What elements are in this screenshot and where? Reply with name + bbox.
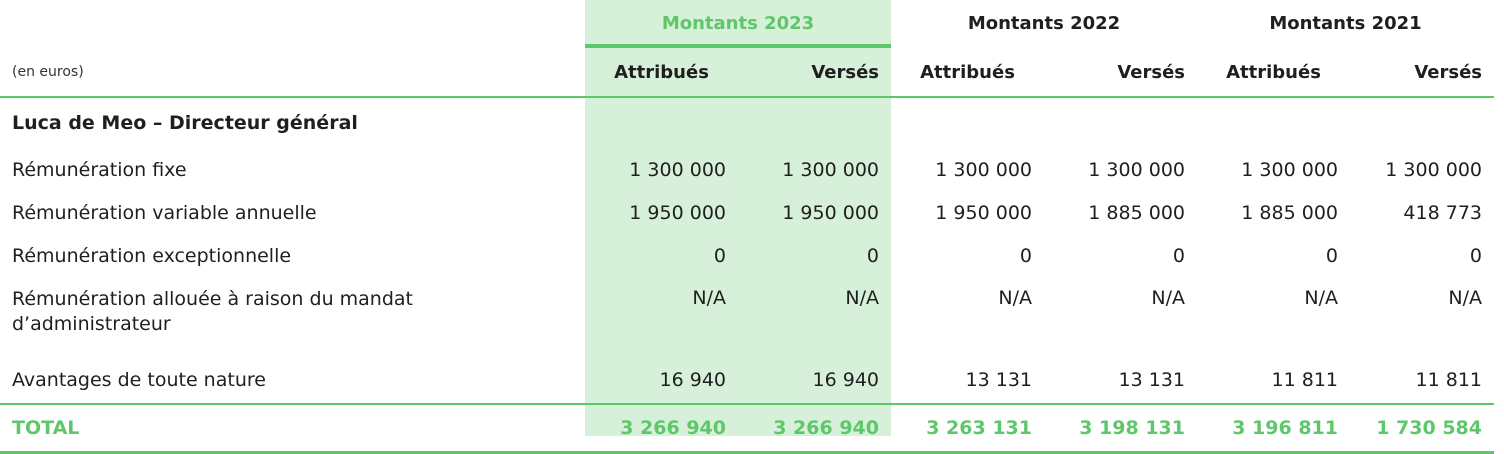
cell-value: 13 131 bbox=[891, 357, 1044, 405]
section-title: Luca de Meo – Directeur général bbox=[12, 112, 358, 134]
col-header-verses-2023: Versés bbox=[738, 48, 891, 98]
col-header-attribues-2022: Attribués bbox=[891, 48, 1044, 98]
total-value: 3 198 131 bbox=[1044, 404, 1197, 454]
empty-header-cell bbox=[0, 0, 585, 48]
col-header-attribues-2021: Attribués bbox=[1197, 48, 1350, 98]
cell-value: 0 bbox=[1325, 244, 1338, 267]
total-value: 3 263 131 bbox=[891, 404, 1044, 454]
row-label: Rémunération exceptionnelle bbox=[12, 244, 292, 267]
year-header-2023: Montants 2023 bbox=[661, 12, 815, 34]
cell-value: 1 950 000 bbox=[935, 201, 1032, 224]
year-header-2022: Montants 2022 bbox=[967, 12, 1121, 34]
cell-value: 0 bbox=[1019, 244, 1032, 267]
cell-value: 1 300 000 bbox=[1241, 158, 1338, 181]
table-row: Rémunération allouée à raison du mandat d… bbox=[0, 277, 1494, 357]
cell-value: 11 811 bbox=[1197, 357, 1350, 405]
row-label: Rémunération variable annuelle bbox=[12, 201, 317, 224]
row-label: Avantages de toute nature bbox=[0, 357, 585, 405]
cell-value: 16 940 bbox=[585, 357, 738, 405]
cell-value: 13 131 bbox=[1044, 357, 1197, 405]
highlight-bar-2023 bbox=[585, 44, 891, 48]
table-row: Rémunération fixe 1 300 000 1 300 000 1 … bbox=[0, 148, 1494, 191]
row-label: Rémunération fixe bbox=[12, 158, 187, 181]
cell-value: N/A bbox=[998, 287, 1032, 309]
cell-value: N/A bbox=[1448, 287, 1482, 309]
sub-header-row: (en euros) Attribués Versés Attribués Ve… bbox=[0, 48, 1494, 98]
total-value: 1 730 584 bbox=[1350, 404, 1494, 454]
section-row: Luca de Meo – Directeur général bbox=[0, 97, 1494, 148]
cell-value: N/A bbox=[1151, 287, 1185, 309]
total-value: 3 196 811 bbox=[1197, 404, 1350, 454]
cell-value: 1 950 000 bbox=[782, 201, 879, 224]
total-row: TOTAL 3 266 940 3 266 940 3 263 131 3 19… bbox=[0, 404, 1494, 454]
col-header-verses-2021: Versés bbox=[1350, 48, 1494, 98]
cell-value: N/A bbox=[845, 287, 879, 309]
cell-value: 0 bbox=[713, 244, 726, 267]
cell-value: 1 300 000 bbox=[1385, 158, 1482, 181]
row-label: Rémunération allouée à raison du mandat d… bbox=[0, 277, 585, 357]
cell-value: 1 300 000 bbox=[935, 158, 1032, 181]
cell-value: 0 bbox=[1172, 244, 1185, 267]
year-header-2021: Montants 2021 bbox=[1269, 12, 1422, 34]
table-row: Rémunération variable annuelle 1 950 000… bbox=[0, 191, 1494, 234]
cell-value: 16 940 bbox=[738, 357, 891, 405]
col-header-verses-2022: Versés bbox=[1044, 48, 1197, 98]
cell-value: 1 950 000 bbox=[629, 201, 726, 224]
cell-value: 0 bbox=[1469, 244, 1482, 267]
row-label-line2: d’administrateur bbox=[12, 313, 171, 335]
cell-value: 11 811 bbox=[1350, 357, 1494, 405]
total-value: 3 266 940 bbox=[738, 404, 891, 454]
total-value: 3 266 940 bbox=[585, 404, 738, 454]
table-row: Avantages de toute nature 16 940 16 940 … bbox=[0, 357, 1494, 405]
table-row: Rémunération exceptionnelle 0 0 0 0 0 0 bbox=[0, 234, 1494, 277]
total-label: TOTAL bbox=[0, 404, 585, 454]
year-header-row: Montants 2023 Montants 2022 Montants 202… bbox=[0, 0, 1494, 48]
cell-value: 1 300 000 bbox=[629, 158, 726, 181]
cell-value: 418 773 bbox=[1403, 201, 1482, 224]
cell-value: 1 300 000 bbox=[782, 158, 879, 181]
unit-label: (en euros) bbox=[0, 48, 585, 98]
cell-value: 1 885 000 bbox=[1088, 201, 1185, 224]
row-label-line1: Rémunération allouée à raison du mandat bbox=[12, 288, 414, 310]
cell-value: 1 885 000 bbox=[1241, 201, 1338, 224]
cell-value: N/A bbox=[1304, 287, 1338, 309]
cell-value: 1 300 000 bbox=[1088, 158, 1185, 181]
col-header-attribues-2023: Attribués bbox=[585, 48, 738, 98]
cell-value: N/A bbox=[692, 287, 726, 309]
cell-value: 0 bbox=[866, 244, 879, 267]
